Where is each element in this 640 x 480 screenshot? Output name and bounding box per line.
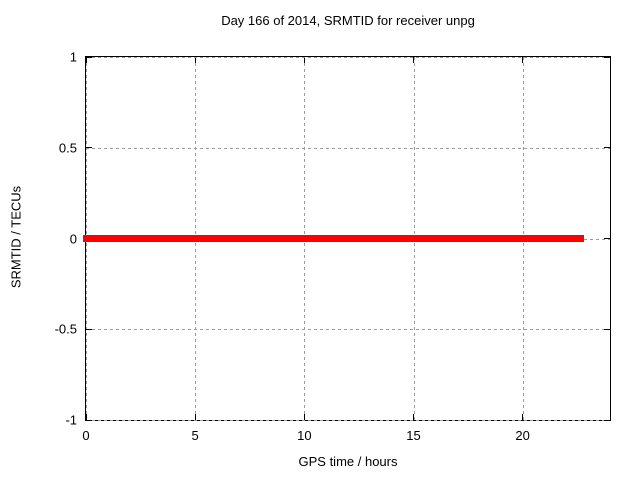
series-line xyxy=(83,235,584,242)
grid-line-horizontal xyxy=(86,329,610,331)
x-tick-label: 5 xyxy=(191,428,199,443)
y-tick-label: -1 xyxy=(65,412,77,428)
x-tick-label: 10 xyxy=(297,428,312,443)
plot-area: 0 5 10 15 20 1 0.5 0 -0.5 -1 xyxy=(55,50,611,443)
x-tick-label: 20 xyxy=(515,428,530,443)
y-tick-mark-left xyxy=(86,328,92,330)
x-tick-mark-bottom xyxy=(85,414,87,420)
x-axis-label: GPS time / hours xyxy=(298,454,398,469)
x-tick-mark-top xyxy=(303,57,305,63)
x-tick-mark-bottom xyxy=(522,414,524,420)
x-tick-mark-top xyxy=(85,57,87,63)
y-tick-label: -0.5 xyxy=(54,321,77,337)
y-tick-label: 1 xyxy=(69,49,77,65)
grid-line-horizontal xyxy=(86,420,610,421)
grid-line-horizontal xyxy=(86,147,610,149)
y-axis-label: SRMTID / TECUs xyxy=(8,185,24,289)
chart-title: Day 166 of 2014, SRMTID for receiver unp… xyxy=(221,13,475,28)
x-tick-label: 0 xyxy=(82,428,90,443)
y-tick-mark-left xyxy=(86,419,92,421)
x-tick-mark-top xyxy=(522,57,524,63)
y-tick-label: 0.5 xyxy=(58,140,77,156)
y-tick-mark-right xyxy=(604,147,610,149)
y-tick-mark-left xyxy=(86,56,92,58)
x-tick-mark-bottom xyxy=(303,414,305,420)
grid-line-horizontal xyxy=(86,57,610,58)
x-tick-mark-top xyxy=(194,57,196,63)
y-tick-label: 0 xyxy=(69,231,77,246)
y-tick-mark-right xyxy=(604,419,610,421)
y-tick-mark-right xyxy=(604,56,610,58)
x-tick-mark-bottom xyxy=(413,414,414,420)
y-tick-mark-right xyxy=(604,238,610,239)
x-tick-label: 15 xyxy=(406,428,421,443)
y-tick-mark-right xyxy=(604,328,610,330)
x-tick-mark-top xyxy=(413,57,414,63)
x-tick-mark-bottom xyxy=(194,414,196,420)
y-tick-mark-left xyxy=(86,147,92,149)
